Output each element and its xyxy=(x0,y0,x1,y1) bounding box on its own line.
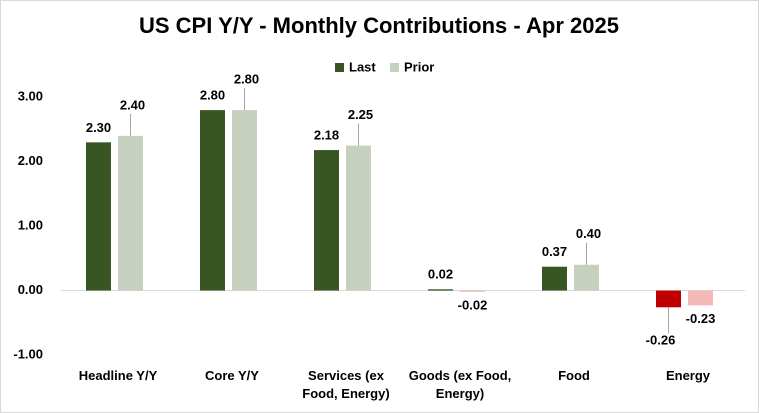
bar xyxy=(118,135,143,291)
value-label: 0.02 xyxy=(428,267,453,282)
value-label: 0.37 xyxy=(542,244,567,259)
legend-swatch xyxy=(390,63,399,72)
bar xyxy=(346,145,371,291)
y-tick-label: -1.00 xyxy=(13,346,43,361)
bar xyxy=(314,150,339,291)
value-label: 0.40 xyxy=(576,226,601,241)
y-tick-label: 1.00 xyxy=(18,218,43,233)
x-tick-label: Energy xyxy=(665,368,711,383)
legend-label: Last xyxy=(349,59,376,74)
value-label: 2.18 xyxy=(314,128,339,143)
x-tick-label: Food xyxy=(558,368,590,383)
bar xyxy=(200,110,225,291)
value-label: 2.25 xyxy=(348,107,373,122)
y-tick-label: 3.00 xyxy=(18,89,43,104)
x-tick-label: Goods (ex Food, Energy) xyxy=(408,368,512,401)
bar xyxy=(460,290,485,292)
bar xyxy=(688,290,713,306)
legend-label: Prior xyxy=(404,59,434,74)
x-tick-label: Headline Y/Y xyxy=(78,368,158,383)
value-label: 2.30 xyxy=(86,120,111,135)
bar xyxy=(574,264,599,291)
value-label: 2.40 xyxy=(120,97,145,112)
chart-title: US CPI Y/Y - Monthly Contributions - Apr… xyxy=(139,13,619,38)
y-tick-label: 0.00 xyxy=(18,282,43,297)
bar xyxy=(232,110,257,291)
bar xyxy=(656,290,681,308)
bar xyxy=(86,142,111,291)
bar xyxy=(542,266,567,291)
bar xyxy=(428,289,453,291)
x-tick-label: Core Y/Y xyxy=(205,368,259,383)
value-label: -0.26 xyxy=(646,333,676,348)
value-label: 2.80 xyxy=(200,88,225,103)
x-tick-label: Services (ex Food, Energy) xyxy=(302,368,390,401)
value-label: -0.23 xyxy=(686,311,716,326)
value-label: -0.02 xyxy=(458,297,488,312)
value-label: 2.80 xyxy=(234,72,259,87)
y-tick-label: 2.00 xyxy=(18,153,43,168)
legend-swatch xyxy=(335,63,344,72)
